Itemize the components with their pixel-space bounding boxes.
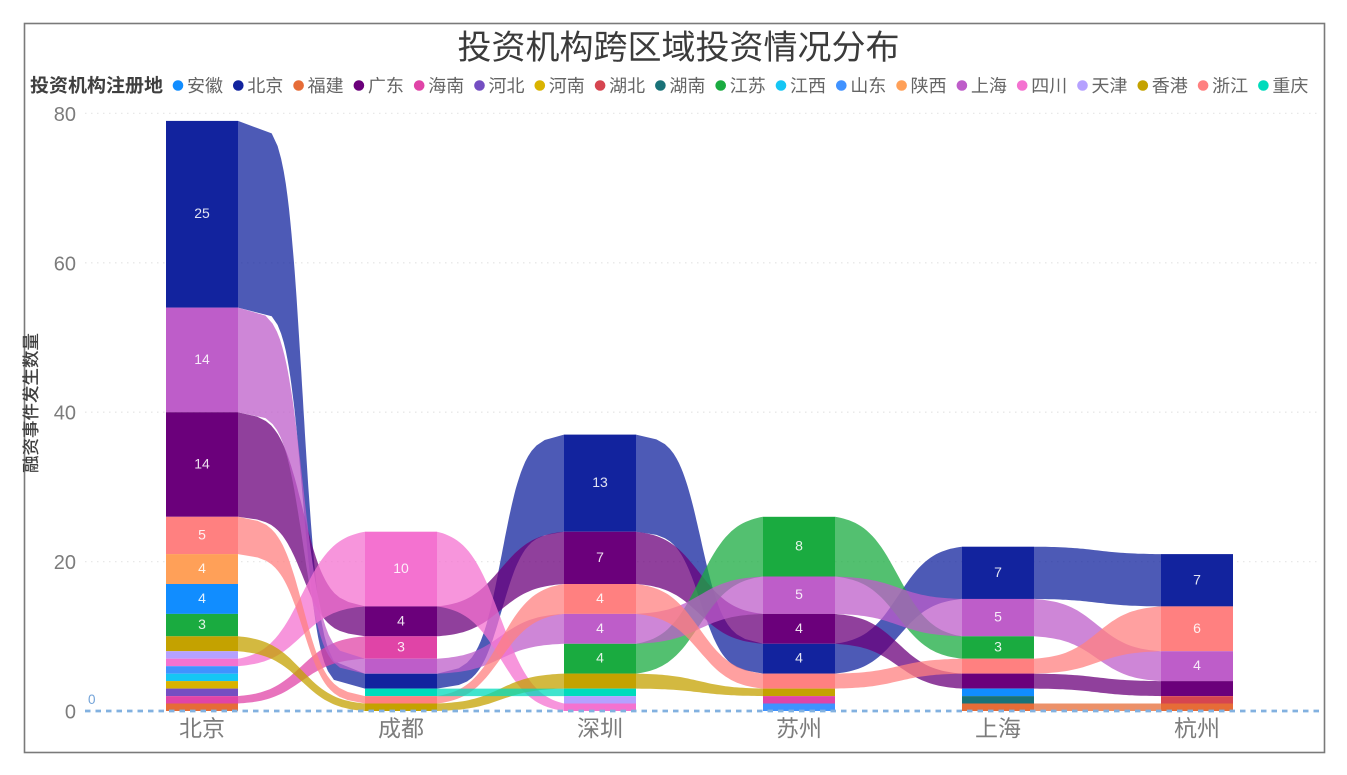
svg-text:4: 4 bbox=[596, 650, 604, 666]
svg-text:0: 0 bbox=[65, 702, 76, 724]
svg-text:4: 4 bbox=[795, 620, 803, 636]
svg-text:3: 3 bbox=[397, 639, 405, 655]
svg-text:7: 7 bbox=[596, 549, 604, 565]
svg-text:5: 5 bbox=[198, 527, 206, 543]
svg-text:4: 4 bbox=[397, 612, 405, 628]
svg-text:4: 4 bbox=[596, 590, 604, 606]
svg-text:3: 3 bbox=[198, 616, 206, 632]
svg-text:6: 6 bbox=[1193, 620, 1201, 636]
svg-text:14: 14 bbox=[194, 456, 210, 472]
svg-text:4: 4 bbox=[795, 650, 803, 666]
svg-text:3: 3 bbox=[994, 639, 1002, 655]
svg-text:60: 60 bbox=[54, 253, 76, 275]
svg-text:80: 80 bbox=[54, 104, 76, 126]
svg-text:8: 8 bbox=[795, 538, 803, 554]
svg-text:25: 25 bbox=[194, 205, 210, 221]
svg-text:20: 20 bbox=[54, 552, 76, 574]
svg-text:5: 5 bbox=[994, 609, 1002, 625]
svg-text:0: 0 bbox=[88, 692, 96, 707]
svg-text:14: 14 bbox=[194, 351, 210, 367]
svg-text:10: 10 bbox=[393, 560, 409, 576]
svg-text:4: 4 bbox=[198, 590, 206, 606]
svg-text:13: 13 bbox=[592, 474, 608, 490]
svg-text:4: 4 bbox=[198, 560, 206, 576]
svg-text:5: 5 bbox=[795, 586, 803, 602]
svg-text:7: 7 bbox=[1193, 571, 1201, 587]
svg-text:4: 4 bbox=[596, 620, 604, 636]
svg-text:4: 4 bbox=[1193, 657, 1201, 673]
svg-text:40: 40 bbox=[54, 403, 76, 425]
svg-text:7: 7 bbox=[994, 564, 1002, 580]
